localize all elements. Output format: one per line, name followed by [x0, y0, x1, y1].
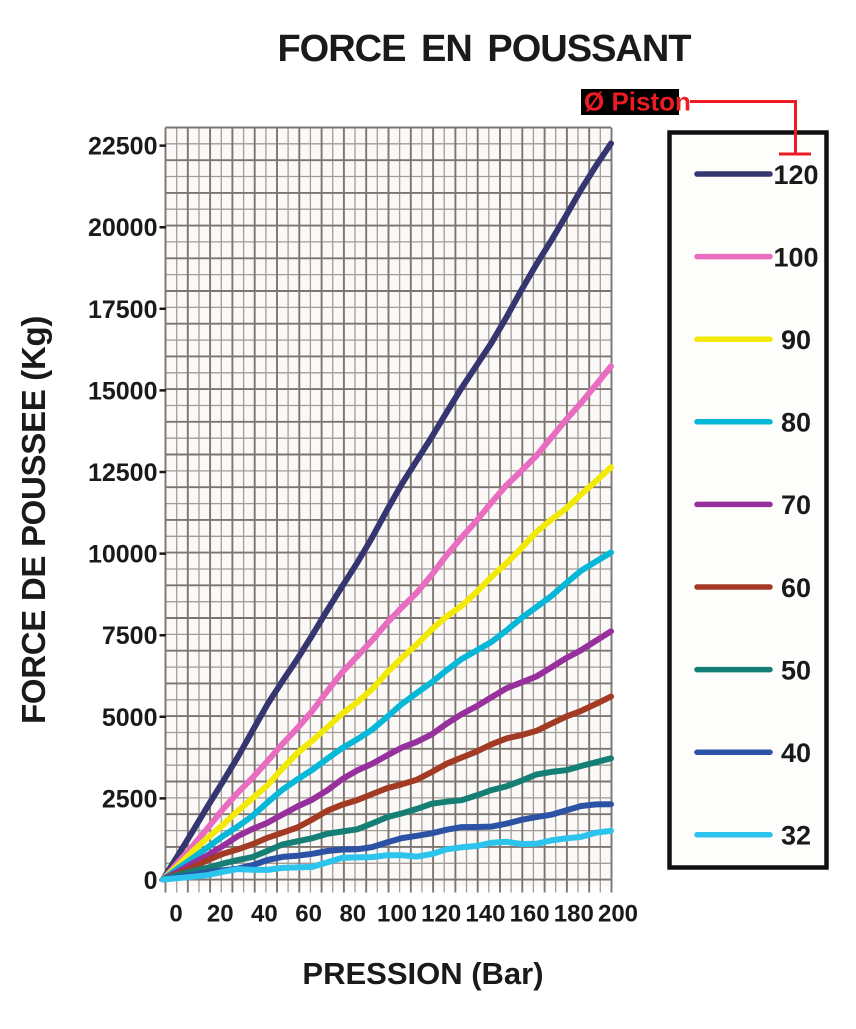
svg-text:12500: 12500 — [88, 459, 158, 487]
svg-text:FORCE EN POUSSANT: FORCE EN POUSSANT — [277, 28, 691, 70]
svg-text:50: 50 — [781, 655, 811, 685]
svg-text:7500: 7500 — [102, 622, 158, 650]
svg-text:20000: 20000 — [88, 214, 158, 242]
svg-text:100: 100 — [377, 901, 417, 928]
svg-text:70: 70 — [781, 490, 811, 520]
svg-text:2500: 2500 — [102, 785, 158, 813]
svg-text:180: 180 — [554, 901, 594, 928]
svg-text:120: 120 — [773, 160, 818, 190]
svg-text:Ø Piston: Ø Piston — [584, 87, 691, 117]
svg-text:40: 40 — [251, 901, 278, 928]
svg-text:20: 20 — [207, 901, 234, 928]
svg-text:15000: 15000 — [88, 377, 158, 405]
svg-text:PRESSION (Bar): PRESSION (Bar) — [302, 956, 543, 991]
svg-text:80: 80 — [339, 901, 366, 928]
svg-text:0: 0 — [144, 867, 158, 895]
svg-text:140: 140 — [465, 901, 505, 928]
svg-text:32: 32 — [781, 821, 811, 851]
svg-text:160: 160 — [510, 901, 550, 928]
svg-text:5000: 5000 — [102, 704, 158, 732]
svg-text:22500: 22500 — [88, 133, 158, 161]
svg-text:17500: 17500 — [88, 296, 158, 324]
svg-text:200: 200 — [598, 901, 638, 928]
svg-text:90: 90 — [781, 325, 811, 355]
svg-text:FORCE DE POUSSEE (Kg): FORCE DE POUSSEE (Kg) — [15, 316, 52, 724]
svg-text:0: 0 — [169, 901, 182, 928]
svg-text:80: 80 — [781, 408, 811, 438]
svg-text:10000: 10000 — [88, 541, 158, 569]
svg-text:120: 120 — [421, 901, 461, 928]
svg-text:100: 100 — [773, 242, 818, 272]
svg-text:60: 60 — [295, 901, 322, 928]
svg-text:40: 40 — [781, 738, 811, 768]
svg-text:60: 60 — [781, 573, 811, 603]
